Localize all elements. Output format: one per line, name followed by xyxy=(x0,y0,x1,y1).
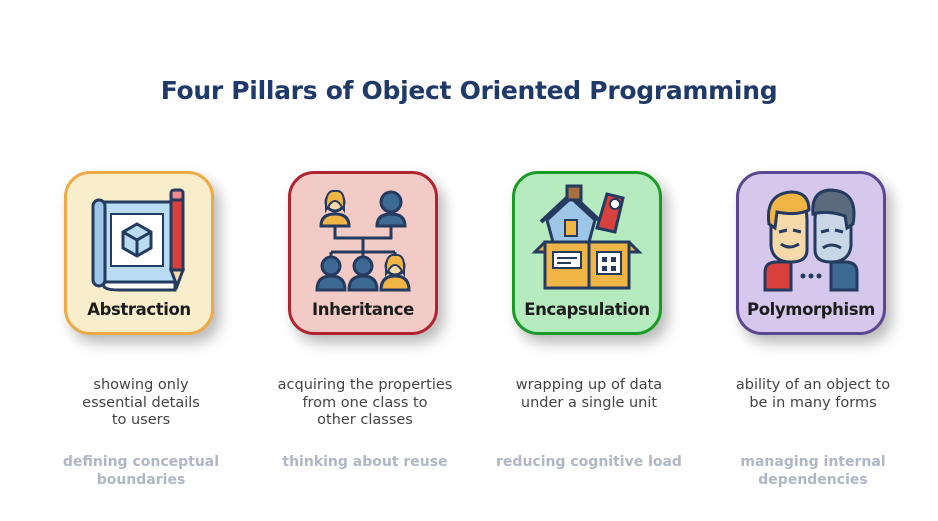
desc-line: to users xyxy=(111,412,171,428)
card-label: Abstraction xyxy=(87,300,191,319)
note-line: reducing cognitive load xyxy=(496,454,682,470)
family-tree-icon xyxy=(315,189,411,292)
blueprint-pencil-icon xyxy=(91,188,186,292)
note-line: boundaries xyxy=(96,472,186,488)
card-inheritance: Inheritance xyxy=(288,171,438,335)
card-label: Polymorphism xyxy=(747,300,875,319)
card-abstraction: Abstraction xyxy=(64,171,214,335)
diagram-title: Four Pillars of Object Oriented Programm… xyxy=(160,76,778,105)
desc-line: wrapping up of data xyxy=(515,377,663,393)
pillar-description: acquiring the properties from one class … xyxy=(270,377,460,430)
pillar-note: reducing cognitive load xyxy=(494,453,684,471)
desc-line: essential details xyxy=(82,394,200,411)
card-label: Encapsulation xyxy=(524,300,650,319)
pillar-description: ability of an object to be in many forms xyxy=(718,377,908,412)
desc-line: from one class to xyxy=(302,394,428,411)
note-line: dependencies xyxy=(758,472,868,488)
pillar-note: thinking about reuse xyxy=(270,453,460,471)
pillar-description: wrapping up of data under a single unit xyxy=(494,377,684,412)
card-label: Inheritance xyxy=(312,300,414,319)
note-line: defining conceptual xyxy=(62,454,220,470)
note-line: managing internal xyxy=(740,454,886,470)
desc-line: ability of an object to xyxy=(735,377,891,393)
two-faces-icon xyxy=(763,188,859,292)
desc-line: showing only xyxy=(93,377,189,393)
desc-line: under a single unit xyxy=(520,394,658,411)
desc-line: be in many forms xyxy=(749,394,877,411)
card-polymorphism: Polymorphism xyxy=(736,171,886,335)
pillar-description: showing only essential details to users xyxy=(46,377,236,430)
pillar-note: defining conceptual boundaries xyxy=(46,453,236,489)
desc-line: other classes xyxy=(317,412,413,428)
pillar-note: managing internal dependencies xyxy=(718,453,908,489)
desc-line: acquiring the properties xyxy=(277,377,453,393)
box-of-items-icon xyxy=(531,184,643,290)
note-line: thinking about reuse xyxy=(282,454,448,470)
card-encapsulation: Encapsulation xyxy=(512,171,662,335)
